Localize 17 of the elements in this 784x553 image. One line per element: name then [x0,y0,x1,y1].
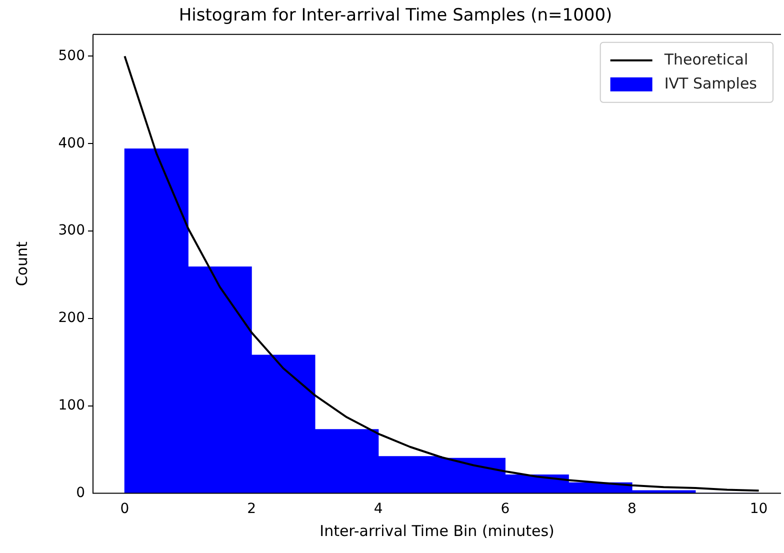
y-axis-title: Count [12,241,31,286]
y-tick-label: 500 [58,48,85,64]
x-axis-title: Inter-arrival Time Bin (minutes) [320,522,554,540]
x-tick-label: 8 [628,501,636,518]
x-tick-label: 4 [374,501,383,518]
chart-title: Histogram for Inter-arrival Time Samples (n=1000) [178,6,612,26]
y-tick-label: 100 [58,397,85,414]
legend-label: IVT Samples [664,74,758,92]
x-tick-label: 2 [247,501,256,518]
y-tick-label: 0 [76,484,85,501]
y-tick-label: 200 [58,310,85,326]
y-tick-label: 400 [58,135,85,152]
x-tick-label: 0 [120,501,130,518]
x-tick-label: 10 [750,501,768,518]
y-tick-label: 300 [58,222,85,239]
legend-label: Theoretical [663,50,748,68]
x-tick-label: 6 [500,501,510,518]
